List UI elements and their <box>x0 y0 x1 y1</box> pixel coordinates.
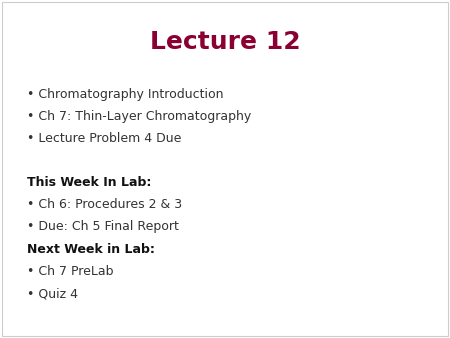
Text: • Ch 7 PreLab: • Ch 7 PreLab <box>27 265 113 278</box>
Text: Next Week in Lab:: Next Week in Lab: <box>27 243 155 256</box>
Text: • Quiz 4: • Quiz 4 <box>27 287 78 300</box>
Text: This Week In Lab:: This Week In Lab: <box>27 176 151 189</box>
Text: • Ch 7: Thin-Layer Chromatography: • Ch 7: Thin-Layer Chromatography <box>27 110 251 123</box>
Text: • Ch 6: Procedures 2 & 3: • Ch 6: Procedures 2 & 3 <box>27 198 182 211</box>
Text: • Due: Ch 5 Final Report: • Due: Ch 5 Final Report <box>27 220 179 233</box>
Text: Lecture 12: Lecture 12 <box>150 30 300 54</box>
Text: • Chromatography Introduction: • Chromatography Introduction <box>27 88 224 101</box>
Text: • Lecture Problem 4 Due: • Lecture Problem 4 Due <box>27 132 181 145</box>
